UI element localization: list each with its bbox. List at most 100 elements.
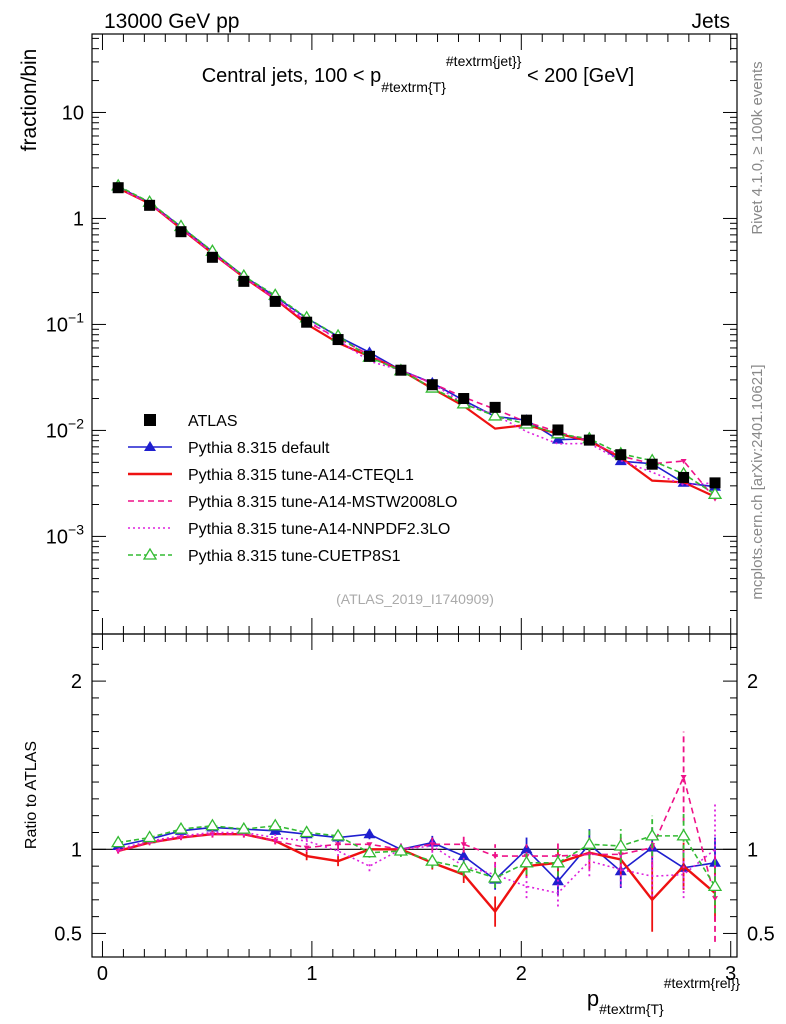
ratio-point bbox=[649, 845, 656, 851]
ratio-point bbox=[456, 860, 471, 873]
series-point bbox=[487, 408, 503, 421]
ratio-point bbox=[272, 838, 279, 844]
legend-label: Pythia 8.315 tune-A14-NNPDF2.3LO bbox=[188, 521, 450, 538]
ratio-point bbox=[205, 818, 220, 831]
series-point bbox=[551, 433, 564, 444]
series-point bbox=[680, 458, 687, 464]
y-tick-label: 10−2 bbox=[46, 415, 84, 442]
data-point bbox=[238, 275, 250, 287]
data-point bbox=[112, 182, 124, 194]
ratio-series-2 bbox=[115, 731, 719, 942]
legend-label: Pythia 8.315 default bbox=[188, 440, 330, 457]
ratio-point bbox=[111, 835, 126, 848]
legend-item-data: ATLAS bbox=[144, 413, 238, 430]
ratio-point bbox=[330, 828, 346, 841]
data-point bbox=[489, 401, 501, 413]
ratio-series-line bbox=[117, 831, 716, 894]
y-axis-label: fraction/bin bbox=[18, 49, 41, 152]
data-point bbox=[678, 471, 690, 483]
legend-label: ATLAS bbox=[188, 413, 238, 430]
ratio-point bbox=[712, 896, 719, 902]
ratio-point bbox=[676, 828, 691, 841]
ratio-plot-frame: 0 1 2 3 0.5 0.5 1 1 2 2 bbox=[54, 633, 775, 985]
data-point bbox=[175, 226, 187, 238]
series-point bbox=[707, 487, 723, 499]
ratio-point bbox=[268, 818, 283, 831]
x-tick-label: 1 bbox=[306, 963, 317, 985]
mcplots-label: mcplots.cern.ch [arXiv:2401.10621] bbox=[749, 364, 766, 599]
ratio-series-line bbox=[117, 774, 716, 899]
ratio-point bbox=[429, 842, 436, 848]
ratio-point bbox=[707, 879, 723, 891]
data-point bbox=[144, 199, 156, 211]
legend-label: Pythia 8.315 tune-A14-MSTW2008LO bbox=[188, 494, 457, 511]
data-series bbox=[112, 182, 721, 489]
ratio-point bbox=[366, 842, 373, 848]
ratio-point bbox=[303, 845, 310, 851]
data-point bbox=[363, 350, 375, 362]
data-point bbox=[458, 393, 470, 405]
ratio-point bbox=[680, 774, 687, 780]
x-tick-label: 2 bbox=[516, 963, 527, 985]
y-tick-label: 10 bbox=[62, 102, 84, 124]
ratio-point bbox=[492, 854, 499, 860]
data-point bbox=[269, 295, 281, 307]
legend-marker bbox=[142, 547, 158, 560]
legend-marker bbox=[144, 414, 156, 426]
legend-label: Pythia 8.315 tune-A14-CTEQL1 bbox=[188, 467, 414, 484]
x-tick-label: 0 bbox=[97, 963, 108, 985]
ratio-y-tick-label: 0.5 bbox=[54, 923, 82, 945]
data-point bbox=[709, 477, 721, 489]
ratio-point bbox=[335, 842, 342, 848]
main-plot-border bbox=[91, 33, 738, 635]
legend-label: Pythia 8.315 tune-CUETP8S1 bbox=[188, 548, 401, 565]
ratio-point bbox=[425, 853, 440, 866]
ratio-series-4 bbox=[111, 814, 723, 914]
ratio-point bbox=[582, 837, 597, 849]
data-point bbox=[646, 458, 658, 470]
data-point bbox=[583, 434, 595, 446]
ratio-point bbox=[460, 842, 467, 848]
ratio-point bbox=[487, 870, 503, 883]
data-point bbox=[615, 449, 627, 461]
legend-item-4: Pythia 8.315 tune-CUETP8S1 bbox=[128, 547, 401, 565]
ratio-point bbox=[550, 855, 566, 868]
legend-item-3: Pythia 8.315 tune-A14-NNPDF2.3LO bbox=[128, 521, 450, 538]
legend-item-2: Pythia 8.315 tune-A14-MSTW2008LO bbox=[128, 494, 457, 511]
x-axis-label: p#textrm{T}#textrm{rel}} bbox=[587, 975, 740, 1017]
ratio-series-3 bbox=[117, 802, 716, 907]
ratio-point bbox=[613, 838, 628, 851]
ratio-y-tick-label: 2 bbox=[71, 671, 82, 693]
ratio-point bbox=[142, 830, 157, 843]
data-point bbox=[552, 424, 564, 436]
legend-item-0: Pythia 8.315 default bbox=[128, 440, 330, 457]
ratio-y-tick-label-right: 2 bbox=[747, 671, 758, 693]
data-point bbox=[206, 251, 218, 263]
main-plot-frame: 10 1 10−1 10−2 10−3 bbox=[46, 33, 738, 635]
ratio-point bbox=[299, 825, 314, 838]
ratio-point bbox=[645, 828, 660, 841]
data-point bbox=[301, 316, 313, 328]
ratio-point bbox=[363, 828, 376, 839]
ratio-point bbox=[236, 821, 251, 834]
ratio-point bbox=[519, 855, 534, 868]
legend: ATLAS Pythia 8.315 default Pythia 8.315 tu… bbox=[128, 413, 457, 565]
rivet-label: Rivet 4.1.0, ≥ 100k events bbox=[749, 61, 766, 234]
ratio-series-line bbox=[118, 824, 716, 887]
data-point bbox=[395, 364, 407, 376]
ratio-plot-border bbox=[91, 633, 738, 958]
ratio-y-tick-label-right: 0.5 bbox=[747, 923, 775, 945]
ratio-point bbox=[362, 845, 377, 858]
ratio-point bbox=[520, 843, 533, 854]
ratio-series-0 bbox=[112, 821, 722, 895]
ratio-point bbox=[457, 850, 470, 861]
watermark: (ATLAS_2019_I1740909) bbox=[336, 591, 494, 607]
legend-marker bbox=[144, 441, 156, 451]
x-tick-label: 3 bbox=[725, 963, 736, 985]
y-tick-label: 1 bbox=[73, 208, 84, 230]
ratio-point bbox=[173, 821, 189, 834]
header-right: Jets bbox=[691, 10, 730, 33]
header-left: 13000 GeV pp bbox=[104, 10, 239, 33]
y-tick-label: 10−1 bbox=[46, 309, 84, 336]
